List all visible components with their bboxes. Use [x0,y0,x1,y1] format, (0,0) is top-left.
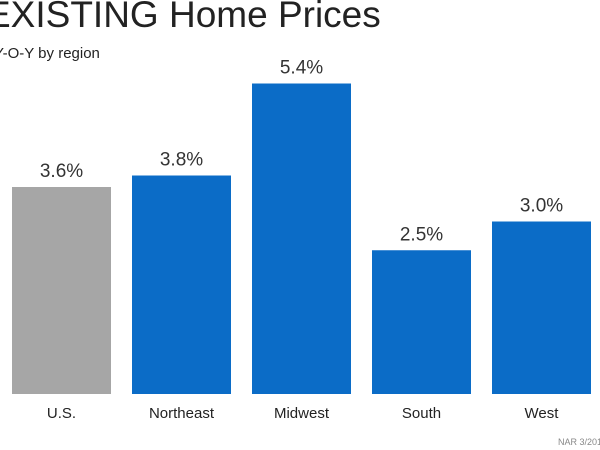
bar-south [372,250,471,394]
category-label-west: West [525,405,560,422]
data-label-u-s: 3.6% [40,161,83,182]
bar-northeast [132,175,231,394]
bar-u-s [12,187,111,394]
category-label-u-s: U.S. [47,405,76,422]
data-label-midwest: 5.4% [280,58,323,79]
bar-west [492,221,591,394]
data-label-south: 2.5% [400,224,443,245]
chart-subtitle: Y-O-Y by region [0,45,100,62]
chart-title: EXISTING Home Prices [0,0,381,35]
category-label-northeast: Northeast [149,405,215,422]
source-note: NAR 3/2017 [558,437,600,447]
bar-midwest [252,83,351,394]
category-label-south: South [402,405,441,422]
data-label-northeast: 3.8% [160,150,203,171]
category-label-midwest: Midwest [274,405,330,422]
data-label-west: 3.0% [520,196,563,217]
